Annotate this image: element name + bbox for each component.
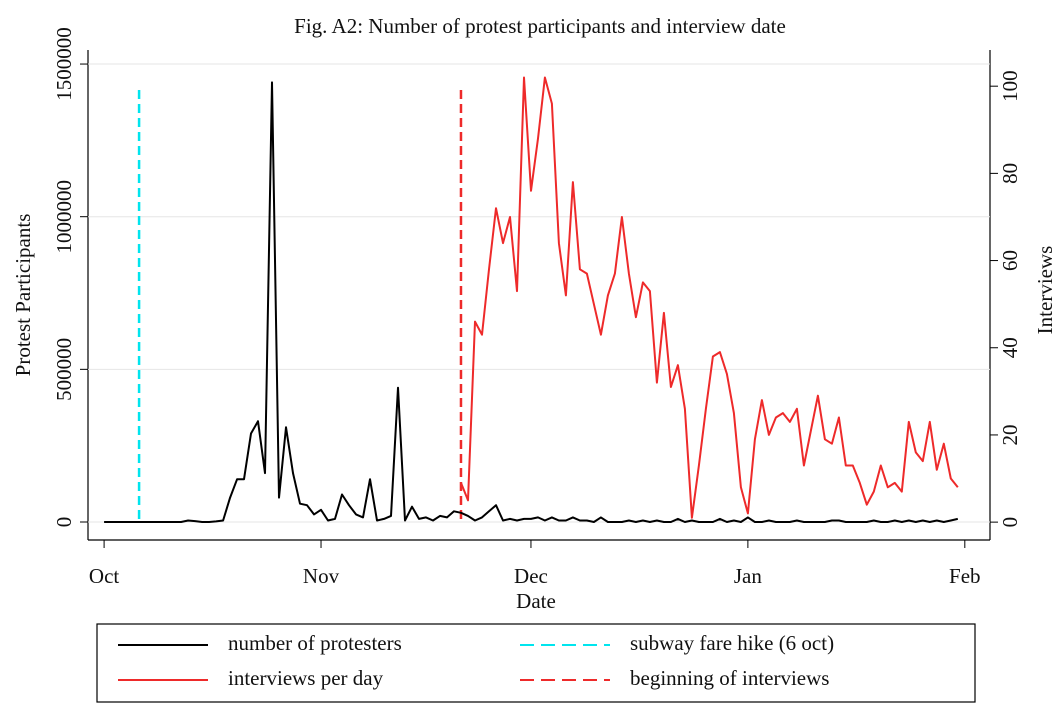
chart-title: Fig. A2: Number of protest participants …: [294, 14, 786, 38]
y2-tick-label: 40: [998, 337, 1022, 358]
legend-label: number of protesters: [228, 631, 402, 655]
x-tick-label: Nov: [303, 564, 340, 588]
data-line: [460, 76, 959, 519]
y2-axis-label: Interviews: [1033, 246, 1057, 335]
y2-tick-label: 80: [998, 163, 1022, 184]
y2-tick-label: 100: [998, 70, 1022, 102]
legend-label: interviews per day: [228, 666, 384, 690]
y2-tick-label: 0: [998, 517, 1022, 528]
y-tick-label: 0: [52, 517, 76, 528]
x-tick-label: Oct: [89, 564, 119, 588]
x-tick-label: Jan: [734, 564, 762, 588]
y-tick-label: 1000000: [52, 180, 76, 254]
legend-label: subway fare hike (6 oct): [630, 631, 834, 655]
legend-label: beginning of interviews: [630, 666, 829, 690]
y2-tick-label: 20: [998, 424, 1022, 445]
y-axis-label: Protest Participants: [11, 214, 35, 377]
x-axis-label: Date: [516, 589, 556, 613]
legend-box: [96, 623, 976, 703]
data-line: [104, 81, 959, 523]
y2-tick-label: 60: [998, 250, 1022, 271]
y-tick-label: 1500000: [52, 27, 76, 101]
x-tick-label: Dec: [514, 564, 548, 588]
x-tick-label: Feb: [949, 564, 981, 588]
y-tick-label: 500000: [52, 338, 76, 401]
